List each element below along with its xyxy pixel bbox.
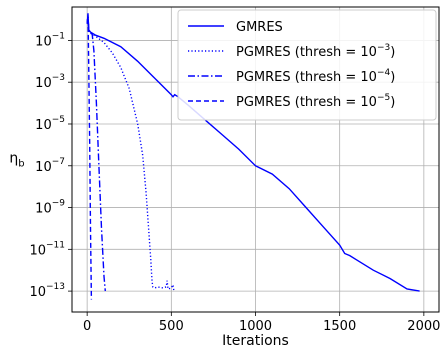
legend-label-exp: −4 (377, 68, 391, 78)
series-line-4 (86, 13, 93, 300)
y-tick-label-exp: −11 (46, 240, 65, 250)
y-tick-label-base: 10 (29, 285, 46, 300)
x-tick-label: 500 (159, 319, 184, 334)
y-tick-label-exp: −1 (52, 31, 65, 41)
y-tick-label-exp: −13 (46, 282, 65, 292)
y-tick-label-base: 10 (35, 76, 52, 91)
series-layer (86, 13, 420, 300)
y-axis-label-main: η (9, 151, 18, 167)
y-tick-label: 10−3 (35, 73, 65, 91)
x-tick-label: 2000 (407, 319, 440, 334)
y-tick-label: 10−1 (35, 31, 65, 49)
legend-label-text: PGMRES (thresh = (236, 70, 360, 85)
legend-label-3: PGMRES (thresh = 10−4) (236, 68, 395, 85)
series-line-3 (86, 15, 106, 292)
legend-label-suffix: ) (390, 95, 395, 110)
x-axis-label: Iterations (222, 333, 289, 349)
x-tick-label: 1500 (323, 319, 356, 334)
y-tick-label-exp: −7 (52, 157, 65, 167)
x-tick-label: 0 (83, 319, 91, 334)
y-tick-label: 10−13 (29, 282, 65, 300)
series-line-2 (86, 15, 175, 292)
y-tick-label-exp: −9 (52, 199, 66, 209)
x-tick-label: 1000 (239, 319, 272, 334)
legend-label-exp: −3 (377, 43, 390, 53)
y-tick-label: 10−7 (35, 157, 65, 175)
legend-label-2: PGMRES (thresh = 10−3) (236, 43, 395, 60)
legend-label-4: PGMRES (thresh = 10−5) (236, 93, 395, 110)
legend-box (177, 9, 437, 121)
legend-label-suffix: ) (390, 45, 395, 60)
legend-label-text: GMRES (236, 20, 283, 35)
legend-label-text: PGMRES (thresh = (236, 45, 360, 60)
legend-label-exp: −5 (377, 93, 390, 103)
legend-label-base: 10 (360, 45, 377, 60)
y-tick-label-exp: −3 (52, 73, 65, 83)
y-tick-label-base: 10 (35, 160, 52, 175)
legend-label-base: 10 (360, 95, 377, 110)
y-tick-label-exp: −5 (52, 115, 65, 125)
y-tick-label-base: 10 (35, 118, 52, 133)
y-tick-label-base: 10 (35, 202, 52, 217)
x-axis-ticks: 0 500 1000 1500 2000 (83, 312, 440, 334)
y-axis-label: ηb (9, 151, 24, 170)
series-line-1 (86, 15, 420, 292)
y-tick-label: 10−5 (35, 115, 65, 133)
y-tick-label: 10−9 (35, 199, 65, 217)
legend-label-base: 10 (360, 70, 377, 85)
legend-label-suffix: ) (390, 70, 395, 85)
y-tick-label-base: 10 (29, 243, 46, 258)
legend-label-text: PGMRES (thresh = (236, 95, 360, 110)
legend-label-1: GMRES (236, 20, 283, 35)
y-axis-label-sub: b (18, 159, 24, 170)
y-tick-label-base: 10 (35, 34, 52, 49)
y-tick-label: 10−11 (29, 240, 65, 258)
